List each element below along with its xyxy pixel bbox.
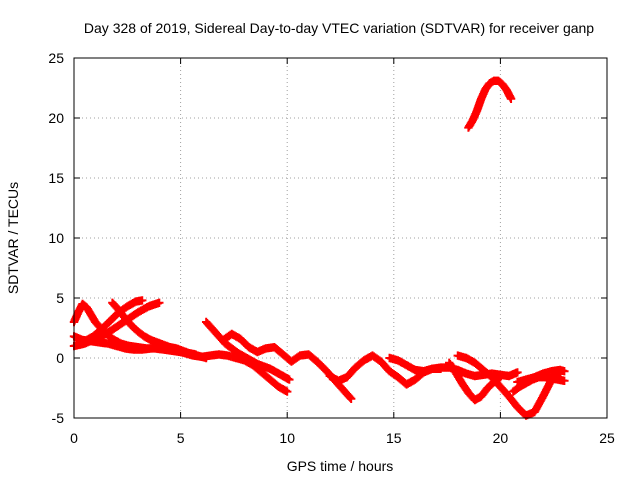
x-tick-label: 20 bbox=[493, 430, 509, 446]
x-tick-label: 0 bbox=[70, 430, 78, 446]
series-track-d bbox=[108, 298, 200, 359]
data-points bbox=[69, 76, 569, 420]
x-axis-label: GPS time / hours bbox=[287, 458, 394, 474]
data-point bbox=[191, 350, 200, 359]
series-track-k bbox=[453, 351, 565, 420]
data-point bbox=[506, 94, 516, 103]
chart-title: Day 328 of 2019, Sidereal Day-to-day VTE… bbox=[84, 20, 594, 36]
data-point bbox=[560, 367, 569, 376]
y-tick-label: -5 bbox=[52, 410, 65, 426]
y-tick-label: 5 bbox=[56, 290, 64, 306]
data-point bbox=[138, 296, 147, 305]
series-track-h bbox=[325, 351, 445, 389]
data-point bbox=[285, 375, 294, 384]
x-tick-label: 15 bbox=[386, 430, 402, 446]
data-point bbox=[560, 376, 569, 385]
x-tick-label: 10 bbox=[279, 430, 295, 446]
data-point bbox=[283, 387, 292, 396]
data-point bbox=[496, 373, 505, 382]
grid-lines bbox=[74, 58, 607, 418]
y-tick-label: 15 bbox=[48, 170, 64, 186]
series-track-m bbox=[508, 373, 569, 396]
axis-ticks: 0 5 10 15 20 25 -5 0 5 10 15 20 25 bbox=[48, 50, 615, 446]
y-axis-label: SDTVAR / TECUs bbox=[5, 182, 21, 294]
x-tick-label: 5 bbox=[177, 430, 185, 446]
series-track-n bbox=[464, 76, 516, 132]
data-point bbox=[513, 368, 522, 377]
data-point bbox=[346, 394, 356, 403]
y-tick-label: 10 bbox=[48, 230, 64, 246]
plot-frame bbox=[73, 57, 608, 419]
x-tick-label: 25 bbox=[599, 430, 615, 446]
series-track-j bbox=[445, 358, 505, 405]
data-point bbox=[155, 298, 164, 307]
y-tick-label: 0 bbox=[56, 350, 64, 366]
series-track-e bbox=[80, 296, 147, 346]
y-tick-label: 20 bbox=[48, 110, 64, 126]
y-tick-label: 25 bbox=[48, 50, 64, 66]
